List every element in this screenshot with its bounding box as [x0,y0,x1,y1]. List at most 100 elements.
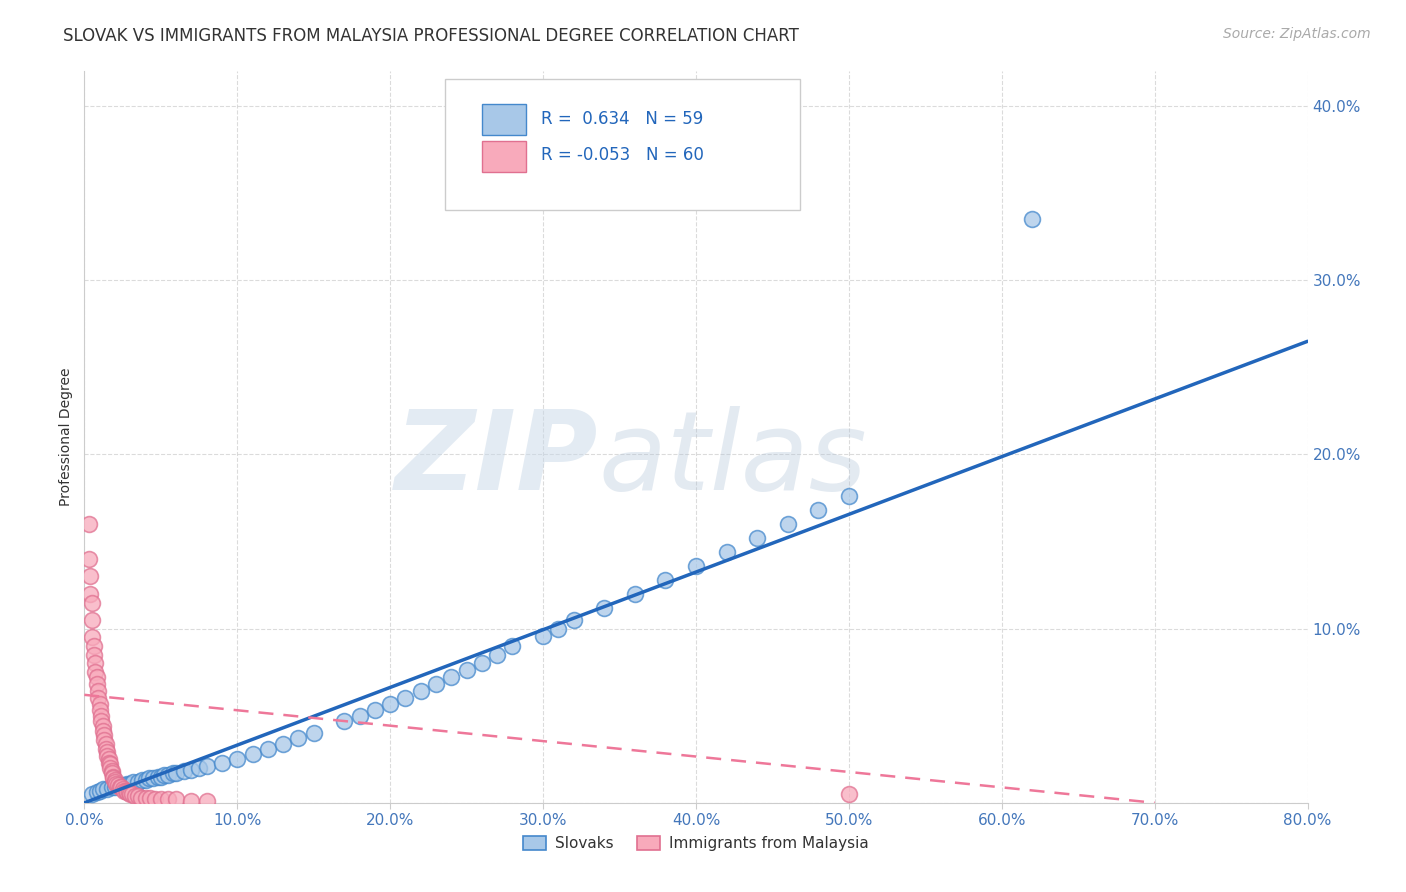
Point [96,781,118,796]
Point [122,775,145,789]
Point [86,785,108,799]
FancyBboxPatch shape [446,78,800,211]
Point [142,772,165,786]
Point [98,761,121,775]
Point [502,639,524,653]
Point [394,691,416,706]
Point [89,783,111,797]
Point [129,790,152,805]
Point [97,756,120,770]
Point [111,778,134,792]
Point [90,708,112,723]
Point [456,664,478,678]
Point [180,763,202,777]
Point [716,545,738,559]
Point [143,792,166,806]
Point [97,752,120,766]
Point [271,737,294,751]
Point [838,489,860,503]
Point [101,780,124,794]
Point [257,741,280,756]
Point [747,531,769,545]
FancyBboxPatch shape [482,141,526,171]
Point [425,677,447,691]
Point [87,684,110,698]
Point [364,704,387,718]
Legend: Slovaks, Immigrants from Malaysia: Slovaks, Immigrants from Malaysia [517,830,875,857]
Text: SLOVAK VS IMMIGRANTS FROM MALAYSIA PROFESSIONAL DEGREE CORRELATION CHART: SLOVAK VS IMMIGRANTS FROM MALAYSIA PROFE… [63,27,799,45]
Point [165,792,187,806]
Point [80,595,103,609]
Point [1021,212,1043,227]
Point [115,785,138,799]
Point [91,719,114,733]
Point [115,777,138,791]
Point [93,733,115,747]
Point [104,773,127,788]
Point [157,792,180,806]
Point [86,670,108,684]
Point [101,764,124,779]
Point [107,778,129,792]
Point [108,780,131,794]
Point [77,517,100,532]
Point [211,756,233,770]
Point [107,778,129,792]
Point [127,775,149,789]
Point [94,737,117,751]
Point [89,704,111,718]
Point [105,777,128,791]
Point [440,670,463,684]
Point [380,697,402,711]
Point [114,783,136,797]
Point [562,613,585,627]
Point [195,794,218,808]
Text: atlas: atlas [598,406,866,513]
Point [127,789,149,803]
Point [654,573,676,587]
Point [91,724,114,739]
Point [195,759,218,773]
Point [547,622,569,636]
Y-axis label: Professional Degree: Professional Degree [59,368,73,507]
Point [149,770,172,784]
Point [90,714,112,728]
Point [302,726,325,740]
Point [139,790,162,805]
FancyBboxPatch shape [482,104,526,135]
Point [157,768,180,782]
Point [83,648,105,662]
Point [120,777,142,791]
Point [103,770,125,784]
Point [153,768,176,782]
Point [471,657,494,671]
Point [120,787,142,801]
Point [80,631,103,645]
Point [242,747,264,761]
Point [624,587,647,601]
Point [94,741,117,756]
Point [486,648,509,662]
Point [80,787,103,801]
Point [135,790,157,805]
Point [98,757,121,772]
Point [96,745,118,759]
Point [96,748,118,763]
Point [124,789,146,803]
Point [149,792,172,806]
Text: R = -0.053   N = 60: R = -0.053 N = 60 [541,146,703,164]
Point [91,781,114,796]
Point [118,785,141,799]
Point [104,780,127,794]
Point [103,772,125,786]
Point [89,697,111,711]
Point [287,731,309,746]
Point [807,503,830,517]
Point [146,770,169,784]
Point [110,780,132,794]
Point [79,569,101,583]
Point [838,787,860,801]
Point [93,728,115,742]
Point [349,708,371,723]
Point [111,781,134,796]
